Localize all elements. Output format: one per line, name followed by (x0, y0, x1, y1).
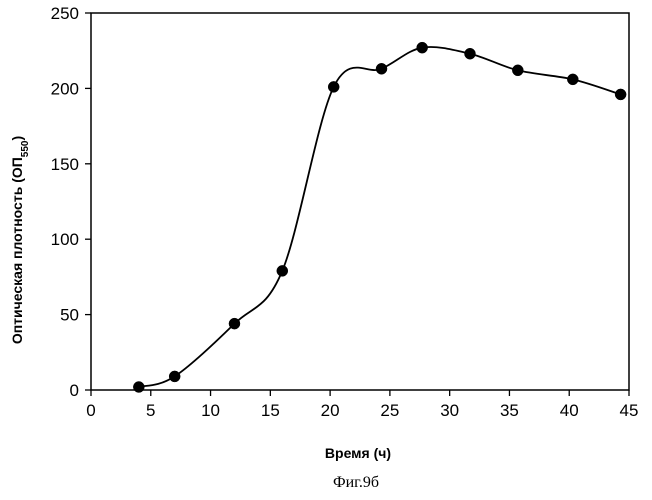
data-point (328, 81, 339, 92)
y-axis-ticks: 0 50 100 150 200 250 (51, 4, 91, 400)
series-line (139, 47, 621, 387)
y-axis-title-subscript: 550 (20, 140, 31, 157)
x-tick-label: 10 (201, 401, 220, 420)
data-point (277, 265, 288, 276)
chart: 0 5 10 15 20 25 30 35 40 45 0 50 100 150 200 250 Время… (0, 0, 652, 500)
y-tick-label: 50 (60, 306, 79, 325)
data-point (615, 89, 626, 100)
x-tick-label: 35 (500, 401, 519, 420)
y-axis-title: Оптическая плотность (ОП550) (9, 136, 31, 344)
x-axis-title: Время (ч) (325, 445, 391, 461)
plot-frame (91, 13, 629, 390)
x-tick-label: 5 (146, 401, 155, 420)
plot-area-border (91, 13, 629, 390)
data-point (133, 381, 144, 392)
y-tick-label: 100 (51, 230, 79, 249)
x-tick-label: 15 (261, 401, 280, 420)
figure-caption: Фиг.9б (333, 474, 379, 491)
y-tick-label: 150 (51, 155, 79, 174)
y-tick-label: 250 (51, 4, 79, 23)
x-tick-label: 40 (560, 401, 579, 420)
x-tick-label: 25 (380, 401, 399, 420)
y-tick-label: 0 (70, 381, 79, 400)
y-axis-title-text: Оптическая плотность (ОП (9, 157, 25, 344)
data-point (464, 48, 475, 59)
data-point (229, 318, 240, 329)
x-tick-label: 30 (440, 401, 459, 420)
data-point (376, 63, 387, 74)
x-tick-label: 45 (620, 401, 639, 420)
x-tick-label: 20 (321, 401, 340, 420)
data-points (133, 42, 626, 392)
data-point (169, 371, 180, 382)
y-axis-title-close: ) (9, 136, 25, 141)
data-point (417, 42, 428, 53)
y-tick-label: 200 (51, 79, 79, 98)
data-point (567, 74, 578, 85)
x-axis-ticks: 0 5 10 15 20 25 30 35 40 45 (86, 390, 638, 420)
x-tick-label: 0 (86, 401, 95, 420)
data-point (512, 65, 523, 76)
